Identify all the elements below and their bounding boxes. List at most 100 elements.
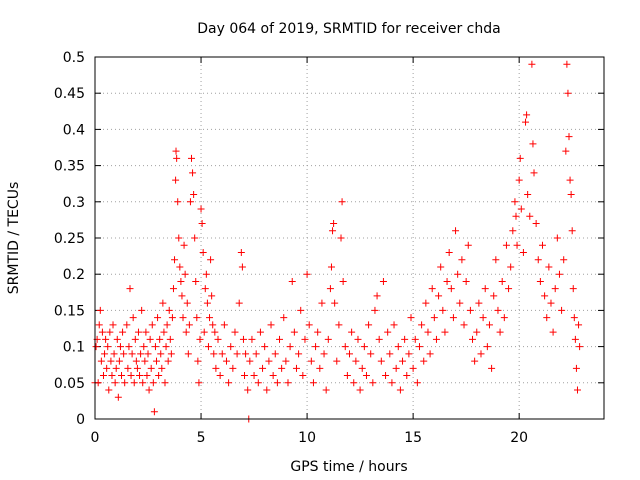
data-point [180,241,188,249]
data-point [524,191,532,199]
data-point [571,335,579,343]
data-point [191,234,199,242]
data-point [233,350,241,358]
data-point [488,364,496,372]
data-point [195,379,203,387]
data-point [307,357,315,365]
y-tick-label: 0.2 [63,267,85,283]
data-point [200,328,208,336]
data-point [189,169,197,177]
data-point [269,372,277,380]
data-point [186,198,194,206]
data-point [481,285,489,293]
data-point [405,350,413,358]
data-point [250,372,258,380]
data-point [538,241,546,249]
data-point [173,154,181,162]
data-point [394,343,402,351]
data-point [157,350,165,358]
data-point [403,372,411,380]
data-point [333,357,341,365]
data-point [384,328,392,336]
data-point [350,379,358,387]
data-point [301,335,309,343]
data-point [142,328,150,336]
data-points [91,60,584,423]
y-axis-label: SRMTID / TECUs [6,182,22,295]
data-point [496,328,504,336]
data-point [528,60,536,68]
data-point [254,379,262,387]
data-point [153,357,161,365]
data-point [149,379,157,387]
data-point [280,314,288,322]
data-point [515,176,523,184]
data-point [492,256,500,264]
data-point [199,248,207,256]
data-point [154,314,162,322]
data-point [558,306,566,314]
data-point [411,335,419,343]
data-point [441,328,449,336]
data-point [244,386,252,394]
data-point [168,314,176,322]
data-point [212,364,220,372]
data-point [500,314,508,322]
data-point [246,357,254,365]
data-point [555,270,563,278]
data-point [171,256,179,264]
data-point [460,321,468,329]
data-point [396,386,404,394]
data-point [167,350,175,358]
data-point [388,379,396,387]
data-point [128,350,136,358]
data-point [102,335,110,343]
data-point [194,357,202,365]
data-point [206,314,214,322]
data-point [530,169,538,177]
data-point [445,248,453,256]
data-point [522,118,530,126]
data-point [409,364,417,372]
data-point [92,343,100,351]
data-point [392,364,400,372]
data-point [97,357,105,365]
data-point [261,343,269,351]
data-point [413,379,421,387]
data-point [265,357,273,365]
data-point [118,372,126,380]
x-tick-label: 5 [197,430,206,446]
data-point [110,350,118,358]
data-point [115,357,123,365]
data-point [282,357,290,365]
data-point [541,292,549,300]
data-point [443,277,451,285]
data-point [193,314,201,322]
data-point [292,364,300,372]
data-point [248,335,256,343]
data-point [123,321,131,329]
data-point [99,372,107,380]
x-tick-label: 15 [404,430,422,446]
data-point [454,270,462,278]
data-point [273,379,281,387]
x-tick-label: 10 [298,430,316,446]
y-tick-label: 0.3 [63,195,85,211]
y-tick-label: 0.05 [54,376,85,392]
data-point [365,321,373,329]
data-point [575,321,583,329]
x-tick-label: 20 [510,430,528,446]
data-point [131,335,139,343]
data-point [570,314,578,322]
data-point [545,263,553,271]
data-point [98,328,106,336]
x-tick-labels: 0 5 10 15 20 [91,430,529,446]
data-point [449,314,457,322]
data-point [109,321,117,329]
data-point [563,60,571,68]
chart-title: Day 064 of 2019, SRMTID for receiver chd… [197,21,500,37]
grid [95,57,604,419]
data-point [192,277,200,285]
data-point [305,321,313,329]
